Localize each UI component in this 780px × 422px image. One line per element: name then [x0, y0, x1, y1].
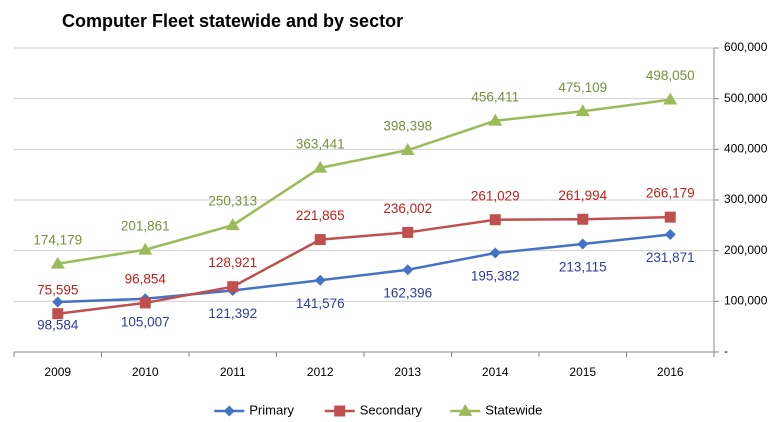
x-tick-label: 2014: [482, 365, 509, 379]
marker: [575, 104, 590, 117]
marker: [664, 211, 676, 223]
x-tick-label: 2010: [132, 365, 159, 379]
data-label: 250,313: [208, 194, 257, 209]
data-label: 398,398: [383, 119, 432, 134]
x-tick-label: 2009: [44, 365, 71, 379]
marker: [458, 404, 473, 416]
y-tick-label: 500,000: [724, 91, 768, 105]
series-line: [57, 233, 671, 304]
data-label: 231,871: [646, 250, 695, 265]
data-label: 141,576: [296, 296, 345, 311]
marker: [313, 160, 328, 173]
y-tick-label: 100,000: [724, 294, 768, 308]
marker: [52, 296, 64, 308]
data-label: 221,865: [296, 208, 345, 223]
x-tick-label: 2011: [220, 365, 246, 379]
data-label: 201,861: [121, 218, 170, 233]
data-label: 195,382: [471, 269, 520, 284]
data-label: 174,179: [33, 232, 82, 247]
data-label: 236,002: [383, 201, 432, 216]
legend-label: Secondary: [360, 402, 423, 417]
legend-item: Primary: [214, 402, 295, 417]
y-tick-label: 300,000: [724, 192, 768, 206]
y-tick-label: 600,000: [724, 40, 768, 54]
marker: [314, 234, 326, 246]
y-tick-label: -: [724, 344, 728, 358]
marker: [223, 405, 235, 417]
data-label: 363,441: [296, 136, 345, 151]
y-tick-label: 400,000: [724, 142, 768, 156]
marker: [577, 238, 589, 250]
data-label: 128,921: [208, 255, 257, 270]
marker: [577, 213, 589, 225]
marker: [139, 297, 151, 309]
data-label: 456,411: [471, 89, 519, 104]
data-label: 213,115: [559, 260, 607, 275]
data-label: 261,994: [558, 188, 607, 203]
series-line: [57, 215, 671, 315]
legend-item: Secondary: [324, 402, 423, 417]
marker: [225, 218, 240, 231]
data-label: 105,007: [121, 314, 170, 329]
marker: [52, 308, 64, 320]
marker: [314, 274, 326, 286]
data-label: 98,584: [37, 318, 79, 333]
data-label: 75,595: [37, 282, 78, 297]
y-tick-label: 200,000: [724, 243, 768, 257]
data-label: 261,029: [471, 188, 520, 203]
legend: Primary Secondary Statewide: [214, 402, 542, 417]
marker: [50, 256, 65, 269]
x-tick-label: 2016: [657, 365, 684, 379]
data-label: 498,050: [646, 68, 695, 83]
data-label: 475,109: [558, 80, 607, 95]
x-tick-label: 2013: [394, 365, 421, 379]
series-line: [57, 98, 671, 265]
marker: [664, 229, 676, 241]
x-tick-label: 2012: [307, 365, 334, 379]
legend-label: Statewide: [485, 402, 542, 417]
data-label: 96,854: [125, 271, 167, 286]
marker: [663, 92, 678, 105]
marker: [402, 264, 414, 276]
marker: [488, 113, 503, 126]
marker: [138, 242, 153, 255]
marker: [334, 405, 346, 417]
data-label: 121,392: [208, 306, 257, 321]
data-label: 266,179: [646, 186, 695, 201]
marker: [489, 247, 501, 259]
marker: [402, 226, 414, 238]
x-tick-label: 2015: [569, 365, 596, 379]
legend-item: Statewide: [450, 402, 542, 417]
marker: [227, 281, 239, 293]
chart-title: Computer Fleet statewide and by sector: [62, 11, 403, 31]
data-label: 162,396: [383, 285, 432, 300]
marker: [400, 143, 415, 156]
legend-label: Primary: [249, 402, 294, 417]
marker: [489, 214, 501, 226]
